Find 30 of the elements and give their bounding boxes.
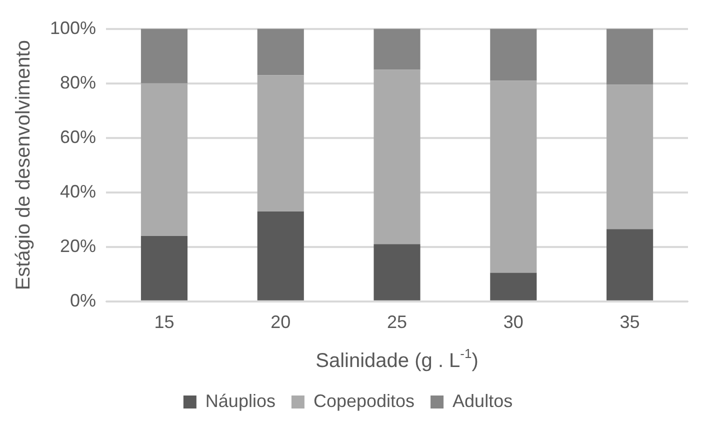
bar [490, 80, 537, 273]
y-tick-label: 100% [50, 18, 96, 38]
bar [140, 83, 188, 236]
legend-label: Copepoditos [313, 390, 415, 411]
bar [140, 236, 188, 300]
x-tick-label: 35 [620, 312, 640, 332]
legend-label: Náuplios [205, 390, 276, 411]
bar [606, 229, 654, 300]
bar [257, 211, 304, 300]
bar [606, 84, 654, 230]
y-tick-label: 60% [60, 126, 96, 147]
bar [140, 28, 188, 84]
bar [374, 28, 420, 70]
y-tick-label: 40% [60, 181, 96, 202]
bar [490, 272, 537, 300]
bar [490, 28, 537, 81]
y-tick-label: 0% [70, 290, 96, 310]
x-tick-label: 30 [503, 312, 524, 332]
bar [606, 28, 654, 85]
bar [257, 28, 304, 76]
bar [257, 75, 304, 212]
y-tick-label: 80% [60, 72, 96, 92]
x-tick-label: 15 [154, 312, 174, 332]
legend-label: Adultos [452, 390, 513, 411]
bar [374, 244, 420, 300]
y-tick-label: 20% [60, 236, 96, 256]
bar [374, 70, 420, 244]
x-tick-label: 20 [270, 312, 291, 332]
y-axis-title: Estágio de desenvolvimento [12, 40, 35, 290]
x-tick-label: 25 [387, 312, 408, 332]
